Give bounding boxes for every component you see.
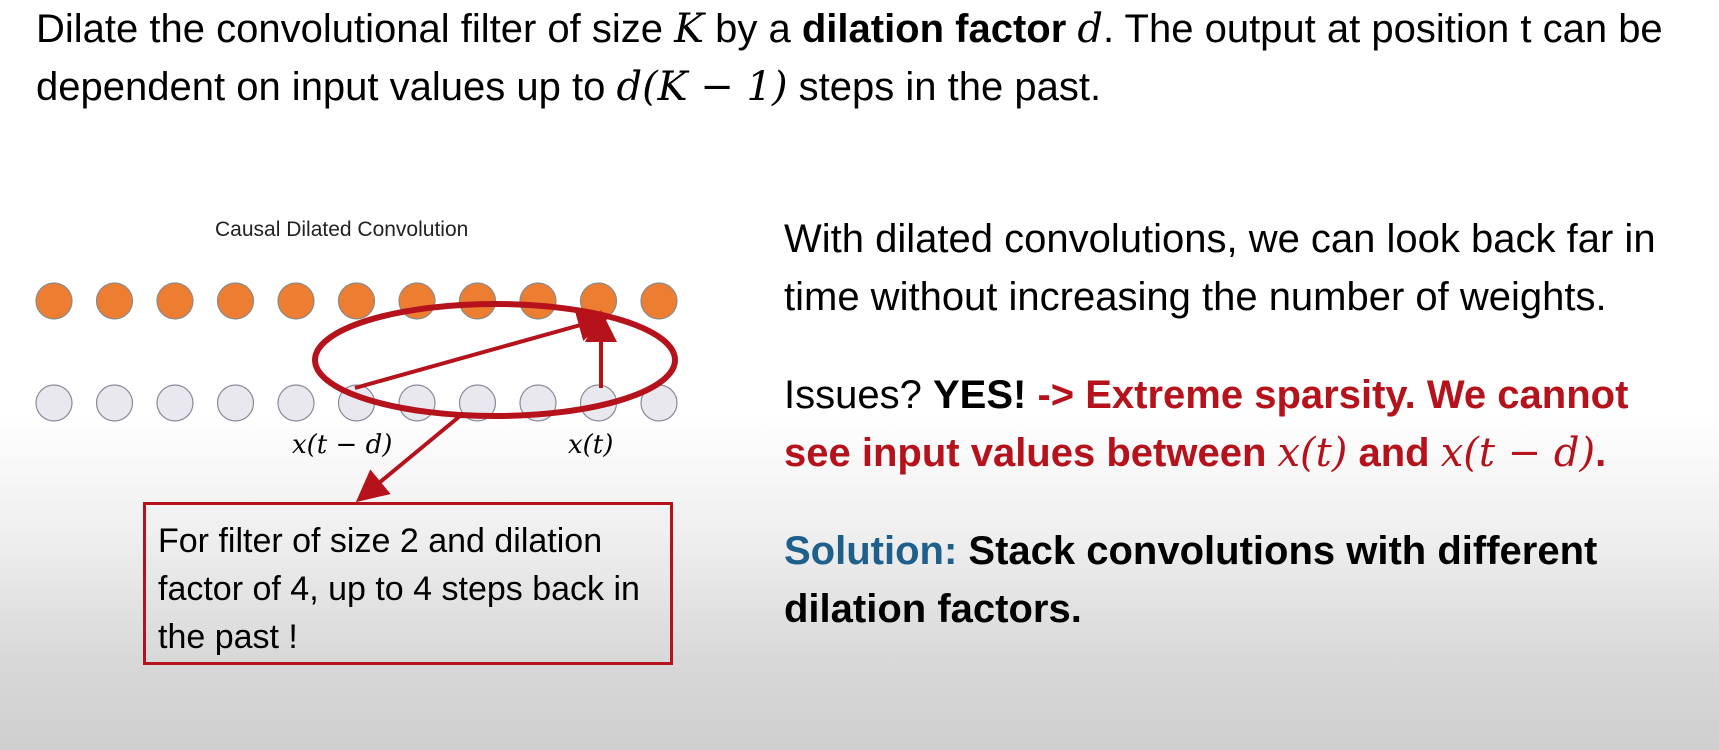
- issues-label: Issues?: [784, 373, 933, 417]
- issue-end: .: [1595, 431, 1607, 475]
- var-d: d: [1077, 6, 1104, 52]
- callout-note: For filter of size 2 and dilation factor…: [143, 502, 673, 665]
- explanation-column: With dilated convolutions, we can look b…: [784, 210, 1684, 638]
- output-nodes: [35, 282, 678, 320]
- arrow-from-past-input: [354, 310, 610, 390]
- intro-text: Dilate the convolutional filter of size …: [36, 0, 1696, 116]
- diagram-title: Causal Dilated Convolution: [215, 218, 469, 241]
- label-x-t-minus-d: x(t − d): [292, 430, 393, 460]
- highlight-ellipse: [312, 301, 678, 419]
- output-node: [216, 282, 255, 320]
- yes-label: YES!: [932, 373, 1027, 417]
- output-node: [277, 282, 315, 320]
- receptive-field-formula: d(K − 1): [616, 64, 788, 110]
- solution-text: Solution: Stack convolutions with differ…: [784, 522, 1684, 638]
- var-k: K: [674, 6, 704, 52]
- output-node: [35, 282, 73, 320]
- solution-label: Solution:: [784, 529, 958, 573]
- input-node: [398, 384, 436, 422]
- intro-part3: [1066, 7, 1077, 51]
- solution-body: Stack convolutions with different dilati…: [784, 529, 1598, 631]
- issue-x-t-minus-d: x(t − d): [1440, 430, 1596, 476]
- dilated-convolution-diagram: [35, 282, 678, 503]
- input-node: [216, 384, 255, 422]
- label-x-t: x(t): [568, 430, 614, 460]
- output-node: [640, 282, 678, 320]
- issue-and: and: [1347, 431, 1441, 475]
- input-node: [95, 384, 134, 422]
- issues-text: Issues? YES! -> Extreme sparsity. We can…: [784, 366, 1684, 482]
- input-node: [458, 384, 497, 422]
- input-node: [277, 384, 315, 422]
- output-node: [337, 282, 376, 320]
- intro-part2: by a: [704, 7, 802, 51]
- intro-part4: . The output at position t can be depend…: [36, 7, 1663, 109]
- output-node: [156, 282, 194, 320]
- dilation-factor-term: dilation factor: [801, 7, 1067, 51]
- input-node: [156, 384, 194, 422]
- callout-pointer-arrow: [355, 414, 462, 503]
- issue-x-t: x(t): [1277, 430, 1348, 476]
- output-node: [519, 282, 557, 320]
- input-node: [35, 384, 73, 422]
- sparsity-issue: -> Extreme sparsity. We cannot see input…: [784, 373, 1629, 475]
- output-node: [95, 282, 134, 320]
- input-nodes: [35, 384, 678, 422]
- output-node: [458, 282, 497, 320]
- intro-part5: steps in the past.: [787, 65, 1102, 109]
- intro-part1: Dilate the convolutional filter of size: [36, 7, 675, 51]
- dilation-benefit-text: With dilated convolutions, we can look b…: [784, 217, 1656, 319]
